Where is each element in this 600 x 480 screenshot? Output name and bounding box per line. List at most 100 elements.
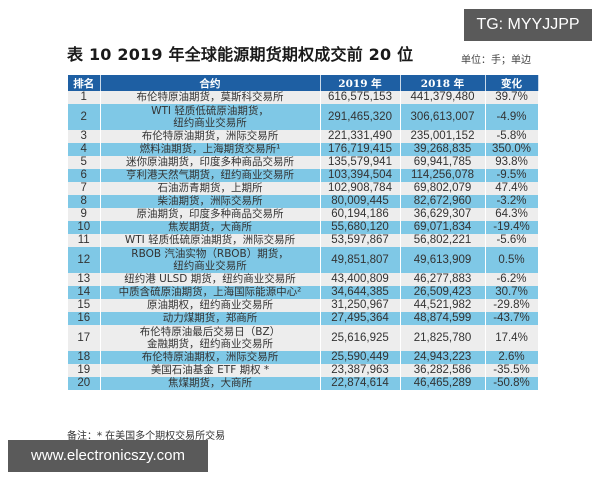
volume-2019-cell: 22,874,614: [320, 377, 401, 390]
volume-2019-cell: 616,575,153: [320, 91, 401, 104]
table-row: 19 美国石油基金 ETF 期权 * 23,387,963 36,282,586 -35…: [68, 364, 539, 377]
change-cell: 64.3%: [485, 208, 539, 221]
volume-2019-cell: 34,644,385: [320, 286, 401, 299]
volume-2018-cell: 235,001,152: [400, 130, 486, 143]
volume-2018-cell: 69,802,079: [400, 182, 486, 195]
table-row: 16 动力煤期货，郑商所 27,495,364 48,874,599 -43.7%: [68, 312, 539, 325]
rank-cell: 9: [68, 208, 101, 221]
volume-2019-cell: 53,597,867: [320, 234, 401, 247]
contract-cell: 迷你原油期货，印度多种商品交易所: [100, 156, 321, 169]
rank-cell: 7: [68, 182, 101, 195]
change-cell: 350.0%: [485, 143, 539, 156]
volume-2019-cell: 102,908,784: [320, 182, 401, 195]
contract-cell: 焦炭期货，大商所: [100, 221, 321, 234]
volume-2018-cell: 56,802,221: [400, 234, 486, 247]
contract-cell: 原油期货，印度多种商品交易所: [100, 208, 321, 221]
table-row: 10 焦炭期货，大商所 55,680,120 69,071,834 -19.4%: [68, 221, 539, 234]
change-cell: -19.4%: [485, 221, 539, 234]
volume-2019-cell: 23,387,963: [320, 364, 401, 377]
table-row: 1 布伦特原油期货，莫斯科交易所 616,575,153 441,379,480 39.…: [68, 91, 539, 104]
volume-2019-cell: 176,719,415: [320, 143, 401, 156]
change-cell: 0.5%: [485, 247, 539, 273]
volume-2019-cell: 55,680,120: [320, 221, 401, 234]
volume-2019-cell: 31,250,967: [320, 299, 401, 312]
table-row: 6 亨利港天然气期货，纽约商业交易所 103,394,504 114,256,078-…: [68, 169, 539, 182]
volume-2019-cell: 221,331,490: [320, 130, 401, 143]
volume-2019-cell: 49,851,807: [320, 247, 401, 273]
volume-2018-cell: 36,629,307: [400, 208, 486, 221]
volume-2019-cell: 103,394,504: [320, 169, 401, 182]
rank-cell: 2: [68, 104, 101, 130]
table-row: 12 RBOB 汽油实物（RBOB）期货， 纽约商业交易所 49,851,807 49,…: [68, 247, 539, 273]
contract-cell: 布伦特原油期货，洲际交易所: [100, 130, 321, 143]
table-row: 7 石油沥青期货，上期所 102,908,784 69,802,079 47.4%: [68, 182, 539, 195]
rank-cell: 8: [68, 195, 101, 208]
contract-cell: WTI 轻质低硫原油期货，洲际交易所: [100, 234, 321, 247]
volume-2019-cell: 291,465,320: [320, 104, 401, 130]
change-cell: -35.5%: [485, 364, 539, 377]
rank-cell: 16: [68, 312, 101, 325]
volume-2019-cell: 27,495,364: [320, 312, 401, 325]
volume-2018-cell: 82,672,960: [400, 195, 486, 208]
contract-cell: 美国石油基金 ETF 期权 *: [100, 364, 321, 377]
volume-2018-cell: 24,943,223: [400, 351, 486, 364]
volume-2019-cell: 43,400,809: [320, 273, 401, 286]
volume-2018-cell: 69,941,785: [400, 156, 486, 169]
rank-cell: 19: [68, 364, 101, 377]
volume-2019-cell: 135,579,941: [320, 156, 401, 169]
volume-2018-cell: 48,874,599: [400, 312, 486, 325]
rank-cell: 20: [68, 377, 101, 390]
volume-2018-cell: 21,825,780: [400, 325, 486, 351]
rank-cell: 18: [68, 351, 101, 364]
rank-cell: 15: [68, 299, 101, 312]
rank-cell: 12: [68, 247, 101, 273]
volume-2018-cell: 49,613,909: [400, 247, 486, 273]
change-cell: -50.8%: [485, 377, 539, 390]
table-row: 13 纽约港 ULSD 期货，纽约商业交易所 43,400,809 46,277,88…: [68, 273, 539, 286]
footnote: 备注：* 在美国多个期权交易所交易: [67, 431, 226, 442]
change-cell: -4.9%: [485, 104, 539, 130]
change-cell: -29.8%: [485, 299, 539, 312]
volume-2018-cell: 69,071,834: [400, 221, 486, 234]
volume-2019-cell: 25,616,925: [320, 325, 401, 351]
change-cell: 47.4%: [485, 182, 539, 195]
contract-cell: 亨利港天然气期货，纽约商业交易所: [100, 169, 321, 182]
contract-cell: 燃料油期货，上海期货交易所¹: [100, 143, 321, 156]
rank-cell: 10: [68, 221, 101, 234]
volume-2018-cell: 306,613,007: [400, 104, 486, 130]
contract-cell: 布伦特原油期货，莫斯科交易所: [100, 91, 321, 104]
rank-cell: 11: [68, 234, 101, 247]
volume-2018-cell: 44,521,982: [400, 299, 486, 312]
contract-cell: 纽约港 ULSD 期货，纽约商业交易所: [100, 273, 321, 286]
volume-2018-cell: 441,379,480: [400, 91, 486, 104]
table-row: 2 WTI 轻质低硫原油期货， 纽约商业交易所 291,465,320 306,613,…: [68, 104, 539, 130]
contract-cell: 布伦特原油期权，洲际交易所: [100, 351, 321, 364]
header-2018: 2018 年: [400, 75, 486, 91]
volume-2018-cell: 114,256,078: [400, 169, 486, 182]
change-cell: 93.8%: [485, 156, 539, 169]
watermark-top: TG: MYYJJPP: [464, 9, 592, 41]
contract-cell: WTI 轻质低硫原油期货， 纽约商业交易所: [100, 104, 321, 130]
contract-cell: 焦煤期货，大商所: [100, 377, 321, 390]
volume-2018-cell: 46,277,883: [400, 273, 486, 286]
contract-cell: 柴油期货，洲际交易所: [100, 195, 321, 208]
contract-cell: 布伦特原油最后交易日（BZ） 金融期货，纽约商业交易所: [100, 325, 321, 351]
header-change: 变化: [485, 75, 539, 91]
contract-cell: RBOB 汽油实物（RBOB）期货， 纽约商业交易所: [100, 247, 321, 273]
contract-cell: 原油期权，纽约商业交易所: [100, 299, 321, 312]
change-cell: 30.7%: [485, 286, 539, 299]
table-row: 15 原油期权，纽约商业交易所 31,250,967 44,521,982 -29.8%: [68, 299, 539, 312]
rank-cell: 3: [68, 130, 101, 143]
table-row: 4 燃料油期货，上海期货交易所¹ 176,719,415 39,268,835 350.…: [68, 143, 539, 156]
table-row: 9 原油期货，印度多种商品交易所 60,194,186 36,629,307 64.3%: [68, 208, 539, 221]
rank-cell: 1: [68, 91, 101, 104]
change-cell: -9.5%: [485, 169, 539, 182]
table-row: 14 中质含硫原油期货，上海国际能源中心² 34,644,385 26,509,423…: [68, 286, 539, 299]
contract-cell: 中质含硫原油期货，上海国际能源中心²: [100, 286, 321, 299]
contract-cell: 石油沥青期货，上期所: [100, 182, 321, 195]
change-cell: -43.7%: [485, 312, 539, 325]
rank-cell: 17: [68, 325, 101, 351]
rank-cell: 13: [68, 273, 101, 286]
change-cell: 39.7%: [485, 91, 539, 104]
change-cell: -5.8%: [485, 130, 539, 143]
